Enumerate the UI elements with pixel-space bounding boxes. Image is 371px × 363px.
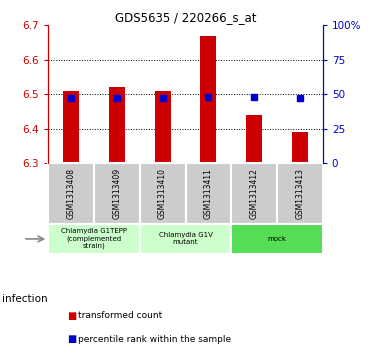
Text: GSM1313408: GSM1313408	[67, 168, 76, 219]
Bar	[94, 163, 140, 224]
Bar	[292, 132, 308, 163]
Text: Chlamydia G1V
mutant: Chlamydia G1V mutant	[158, 232, 213, 245]
Bar	[109, 87, 125, 163]
Bar	[48, 224, 140, 254]
Text: GSM1313412: GSM1313412	[250, 168, 259, 219]
Title: GDS5635 / 220266_s_at: GDS5635 / 220266_s_at	[115, 11, 256, 24]
Bar	[231, 224, 323, 254]
Text: transformed count: transformed count	[78, 311, 162, 320]
Bar	[277, 163, 323, 224]
Text: mock: mock	[267, 236, 286, 242]
Bar	[140, 163, 186, 224]
Bar	[63, 91, 79, 163]
Text: GSM1313409: GSM1313409	[112, 168, 121, 219]
Bar	[48, 163, 94, 224]
Text: GSM1313411: GSM1313411	[204, 168, 213, 219]
Bar	[186, 163, 231, 224]
Bar	[200, 36, 216, 163]
Text: ■: ■	[67, 311, 76, 321]
Text: ■: ■	[67, 334, 76, 344]
Text: Chlamydia G1TEPP
(complemented
strain): Chlamydia G1TEPP (complemented strain)	[61, 228, 127, 249]
Text: infection: infection	[2, 294, 47, 305]
Text: percentile rank within the sample: percentile rank within the sample	[78, 335, 231, 344]
Bar	[140, 224, 231, 254]
Bar	[231, 163, 277, 224]
Text: GSM1313413: GSM1313413	[295, 168, 304, 219]
Bar	[155, 91, 171, 163]
Text: GSM1313410: GSM1313410	[158, 168, 167, 219]
Bar	[246, 115, 262, 163]
